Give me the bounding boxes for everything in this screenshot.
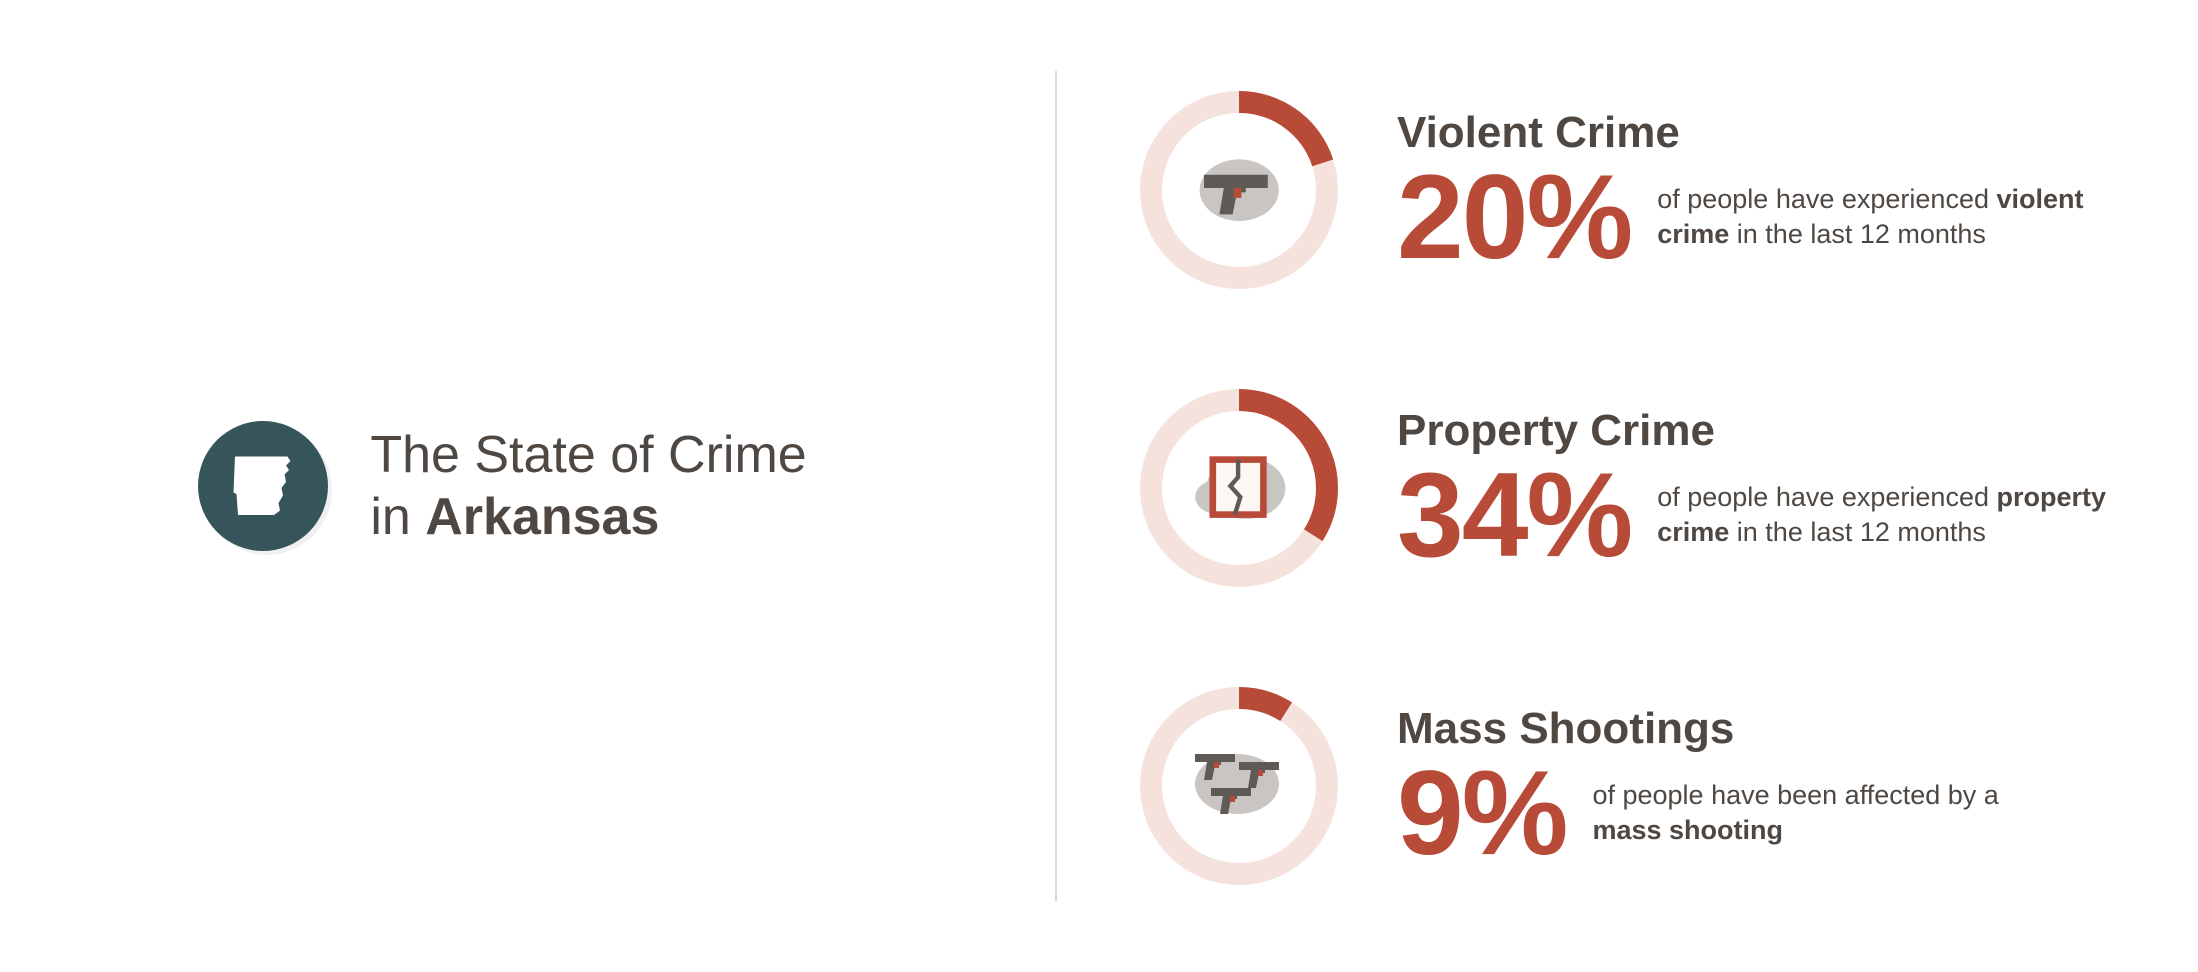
stat-description: of people have experienced violent crime… xyxy=(1657,182,2117,252)
infographic-container: The State of Crime in Arkansas Violent C… xyxy=(0,71,2198,901)
donut-property xyxy=(1127,376,1347,596)
handgun-icon xyxy=(1127,78,1347,298)
stat-percent: 34% xyxy=(1397,464,1631,566)
title-prefix: in xyxy=(370,488,425,546)
stats-panel: Violent Crime 20% of people have experie… xyxy=(1057,78,2198,894)
stat-row-violent: Violent Crime 20% of people have experie… xyxy=(1127,78,2198,298)
stat-description: of people have experienced property crim… xyxy=(1657,480,2117,550)
title-state: Arkansas xyxy=(425,488,659,546)
stat-row-mass: Mass Shootings 9% of people have been af… xyxy=(1127,674,2198,894)
title-line-1: The State of Crime xyxy=(370,424,806,486)
stat-text-violent: Violent Crime 20% of people have experie… xyxy=(1397,108,2117,268)
stat-text-property: Property Crime 34% of people have experi… xyxy=(1397,406,2117,566)
stat-percent: 20% xyxy=(1397,166,1631,268)
donut-violent xyxy=(1127,78,1347,298)
title-panel: The State of Crime in Arkansas xyxy=(0,421,1055,551)
broken-window-icon xyxy=(1127,376,1347,596)
stat-text-mass: Mass Shootings 9% of people have been af… xyxy=(1397,704,2052,864)
title-block: The State of Crime in Arkansas xyxy=(370,424,806,549)
stat-percent: 9% xyxy=(1397,762,1566,864)
stat-description: of people have been affected by a mass s… xyxy=(1592,778,2052,848)
state-icon xyxy=(198,421,328,551)
donut-mass xyxy=(1127,674,1347,894)
three-guns-icon xyxy=(1127,674,1347,894)
title-line-2: in Arkansas xyxy=(370,486,806,548)
arkansas-shape-icon xyxy=(226,449,301,524)
stat-row-property: Property Crime 34% of people have experi… xyxy=(1127,376,2198,596)
